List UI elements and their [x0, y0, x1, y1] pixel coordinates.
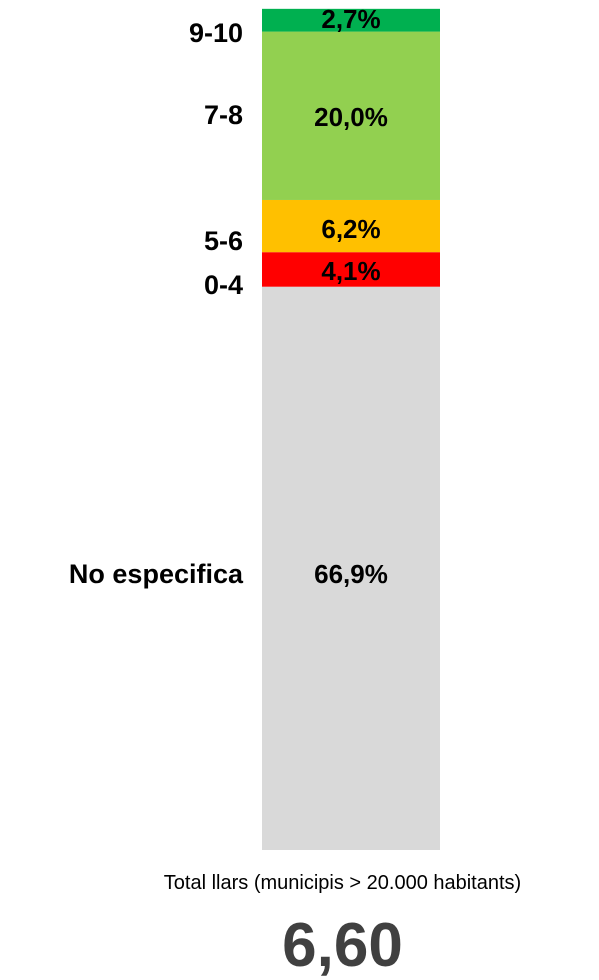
legend-label-9-10: 9-10	[189, 18, 243, 48]
legend-label-5-6: 5-6	[204, 226, 243, 256]
data-label-7-8: 20,0%	[314, 102, 388, 132]
data-label-9-10: 2,7%	[321, 4, 380, 34]
bar-segment-7-8	[262, 31, 440, 200]
bar-segment-0-4	[262, 252, 440, 287]
legend-label-7-8: 7-8	[204, 100, 243, 130]
data-label-0-4: 4,1%	[321, 256, 380, 286]
legend-label-0-4: 0-4	[204, 270, 243, 300]
bar-segment-9-10	[262, 8, 440, 32]
data-label-no-especifica: 66,9%	[314, 559, 388, 589]
data-label-5-6: 6,2%	[321, 214, 380, 244]
category-label: Total llars (municipis > 20.000 habitant…	[163, 872, 522, 894]
stacked-bar-chart: 66,9% No especifica 4,1% 0-4 6,2% 5-6 20,0% 7-8…	[69, 4, 440, 850]
legend-label-no-especifica: No especifica	[69, 559, 244, 589]
average-score-value: 6,60	[282, 911, 403, 980]
bar-segment-no-especifica	[262, 286, 440, 850]
bar-segment-5-6	[262, 199, 440, 253]
